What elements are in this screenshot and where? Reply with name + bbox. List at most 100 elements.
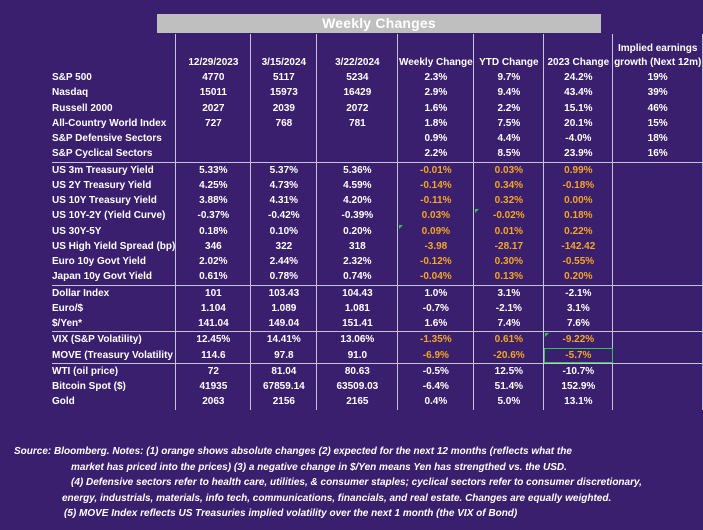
cell-3-15-2024[interactable]: 14.41%	[250, 331, 317, 348]
cell-3-15-2024[interactable]	[250, 146, 317, 162]
cell-3-22-2024[interactable]: 104.43	[316, 284, 398, 301]
cell-ytd-change[interactable]: -20.6%	[473, 347, 544, 364]
cell-ytd-change[interactable]: 2.2%	[473, 100, 544, 116]
cell-12-29-2023[interactable]: 2063	[175, 394, 251, 410]
row-label[interactable]: WTI (oil price)	[52, 362, 176, 379]
cell-3-15-2024[interactable]: 1.089	[250, 300, 317, 316]
cell-3-15-2024[interactable]: 149.04	[250, 316, 317, 332]
cell-2023-change[interactable]: -0.18%	[543, 177, 614, 193]
cell-weekly-change[interactable]: -0.12%	[397, 254, 474, 270]
cell-weekly-change[interactable]: 0.9%	[397, 131, 474, 147]
cell-12-29-2023[interactable]: 4770	[175, 70, 251, 86]
cell-weekly-change[interactable]: 2.9%	[397, 85, 474, 101]
cell-ytd-change[interactable]: 0.13%	[473, 269, 544, 285]
cell-implied-earnings-growth[interactable]	[612, 193, 703, 209]
cell-2023-change[interactable]: 0.22%	[543, 223, 614, 239]
row-label[interactable]: S&P Cyclical Sectors	[52, 148, 153, 160]
cell-3-15-2024[interactable]: 103.43	[250, 284, 317, 301]
cell-3-15-2024[interactable]: 2.44%	[250, 254, 317, 270]
cell-3-15-2024[interactable]: 0.10%	[250, 223, 317, 239]
cell-weekly-change[interactable]: -0.01%	[397, 161, 474, 178]
cell-2023-change[interactable]: 0.00%	[543, 193, 614, 209]
cell-implied-earnings-growth[interactable]	[612, 177, 703, 193]
cell-ytd-change[interactable]: -2.1%	[473, 300, 544, 316]
row-label[interactable]: Nasdaq	[52, 87, 89, 99]
cell-2023-change[interactable]: -10.7%	[543, 362, 614, 379]
cell-ytd-change[interactable]: 3.1%	[473, 284, 544, 301]
row-label[interactable]: Gold	[52, 396, 75, 408]
row-label[interactable]: US 10Y-2Y (Yield Curve)	[52, 210, 166, 222]
row-label[interactable]: US 30Y-5Y	[52, 225, 102, 237]
cell-2023-change[interactable]: -0.55%	[543, 254, 614, 270]
cell-12-29-2023[interactable]: 346	[175, 238, 251, 254]
cell-ytd-change[interactable]: 7.5%	[473, 115, 544, 131]
row-label[interactable]: MOVE (Treasury Volatility	[52, 349, 173, 361]
cell-ytd-change[interactable]: 12.5%	[473, 362, 544, 379]
cell-2023-change[interactable]: 43.4%	[543, 85, 614, 101]
row-label[interactable]: All-Country World Index	[52, 117, 167, 129]
cell-2023-change[interactable]: 0.99%	[543, 161, 614, 178]
cell-12-29-2023[interactable]: 727	[175, 115, 251, 131]
cell-weekly-change[interactable]: -0.11%	[397, 193, 474, 209]
cell-implied-earnings-growth[interactable]	[612, 362, 703, 379]
cell-2023-change[interactable]: -9.22%	[543, 331, 614, 348]
cell-3-22-2024[interactable]: 80.63	[316, 362, 398, 379]
cell-3-22-2024[interactable]: 781	[316, 115, 398, 131]
cell-weekly-change[interactable]: 2.3%	[397, 70, 474, 86]
cell-implied-earnings-growth[interactable]	[612, 161, 703, 178]
cell-ytd-change[interactable]: 0.61%	[473, 331, 544, 348]
cell-3-15-2024[interactable]: 5117	[250, 70, 317, 86]
cell-3-22-2024[interactable]: 16429	[316, 85, 398, 101]
cell-2023-change[interactable]: -4.0%	[543, 131, 614, 147]
cell-implied-earnings-growth[interactable]: 18%	[612, 131, 703, 147]
cell-implied-earnings-growth[interactable]	[612, 394, 703, 410]
cell-implied-earnings-growth[interactable]	[612, 347, 703, 364]
cell-weekly-change[interactable]: -1.35%	[397, 331, 474, 348]
row-label[interactable]: Euro 10y Govt Yield	[52, 256, 146, 268]
cell-3-15-2024[interactable]: 2156	[250, 394, 317, 410]
row-label[interactable]: S&P Defensive Sectors	[52, 133, 162, 145]
cell-ytd-change[interactable]: 9.4%	[473, 85, 544, 101]
cell-implied-earnings-growth[interactable]	[612, 208, 703, 224]
cell-3-22-2024[interactable]: 151.41	[316, 316, 398, 332]
cell-12-29-2023[interactable]: 0.18%	[175, 223, 251, 239]
cell-3-22-2024[interactable]: 4.20%	[316, 193, 398, 209]
row-label[interactable]: $/Yen*	[52, 318, 83, 330]
cell-implied-earnings-growth[interactable]: 46%	[612, 100, 703, 116]
cell-3-15-2024[interactable]: 4.73%	[250, 177, 317, 193]
cell-implied-earnings-growth[interactable]	[612, 316, 703, 332]
cell-12-29-2023[interactable]: 12.45%	[175, 331, 251, 348]
cell-ytd-change[interactable]: 0.03%	[473, 161, 544, 178]
cell-weekly-change[interactable]: 1.6%	[397, 100, 474, 116]
cell-ytd-change[interactable]: 0.32%	[473, 193, 544, 209]
cell-12-29-2023[interactable]: 2027	[175, 100, 251, 116]
cell-2023-change[interactable]: 15.1%	[543, 100, 614, 116]
row-label[interactable]: US High Yield Spread (bp)	[52, 240, 176, 252]
row-label[interactable]: US 10Y Treasury Yield	[52, 195, 157, 207]
cell-3-15-2024[interactable]: 15973	[250, 85, 317, 101]
row-label[interactable]: S&P 500	[52, 72, 92, 84]
cell-12-29-2023[interactable]: 5.33%	[175, 161, 251, 178]
cell-2023-change[interactable]: 152.9%	[543, 379, 614, 395]
cell-3-15-2024[interactable]: 768	[250, 115, 317, 131]
cell-2023-change[interactable]: 24.2%	[543, 70, 614, 86]
cell-implied-earnings-growth[interactable]: 15%	[612, 115, 703, 131]
cell-ytd-change[interactable]: 51.4%	[473, 379, 544, 395]
cell-weekly-change[interactable]: -6.9%	[397, 347, 474, 364]
cell-12-29-2023[interactable]: 0.61%	[175, 269, 251, 285]
cell-12-29-2023[interactable]: 15011	[175, 85, 251, 101]
cell-implied-earnings-growth[interactable]: 19%	[612, 70, 703, 86]
cell-weekly-change[interactable]: -6.4%	[397, 379, 474, 395]
cell-implied-earnings-growth[interactable]: 16%	[612, 146, 703, 162]
cell-implied-earnings-growth[interactable]: 39%	[612, 85, 703, 101]
cell-weekly-change[interactable]: 1.6%	[397, 316, 474, 332]
cell-3-15-2024[interactable]: 81.04	[250, 362, 317, 379]
cell-12-29-2023[interactable]	[175, 131, 251, 147]
cell-3-22-2024[interactable]: 4.59%	[316, 177, 398, 193]
cell-implied-earnings-growth[interactable]	[612, 331, 703, 348]
cell-implied-earnings-growth[interactable]	[612, 223, 703, 239]
cell-implied-earnings-growth[interactable]	[612, 254, 703, 270]
cell-12-29-2023[interactable]: 72	[175, 362, 251, 379]
cell-12-29-2023[interactable]: 41935	[175, 379, 251, 395]
cell-weekly-change[interactable]: -0.14%	[397, 177, 474, 193]
